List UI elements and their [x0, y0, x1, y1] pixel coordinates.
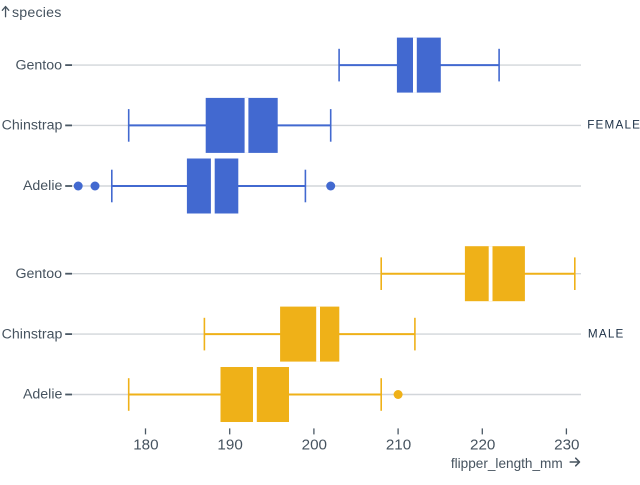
svg-text:Chinstrap: Chinstrap [2, 326, 63, 342]
svg-text:Adelie: Adelie [23, 178, 63, 194]
svg-text:190: 190 [217, 436, 242, 453]
svg-text:species: species [12, 5, 62, 21]
svg-text:flipper_length_mm: flipper_length_mm [451, 456, 563, 471]
svg-text:180: 180 [133, 436, 158, 453]
svg-text:210: 210 [386, 436, 411, 453]
svg-text:Gentoo: Gentoo [15, 266, 62, 282]
svg-text:230: 230 [554, 436, 579, 453]
svg-text:FEMALE: FEMALE [587, 118, 640, 131]
svg-text:Adelie: Adelie [23, 387, 63, 403]
svg-text:200: 200 [302, 436, 327, 453]
svg-text:MALE: MALE [588, 328, 625, 341]
svg-text:Gentoo: Gentoo [15, 57, 62, 73]
svg-text:220: 220 [470, 436, 495, 453]
svg-text:Chinstrap: Chinstrap [2, 118, 63, 134]
